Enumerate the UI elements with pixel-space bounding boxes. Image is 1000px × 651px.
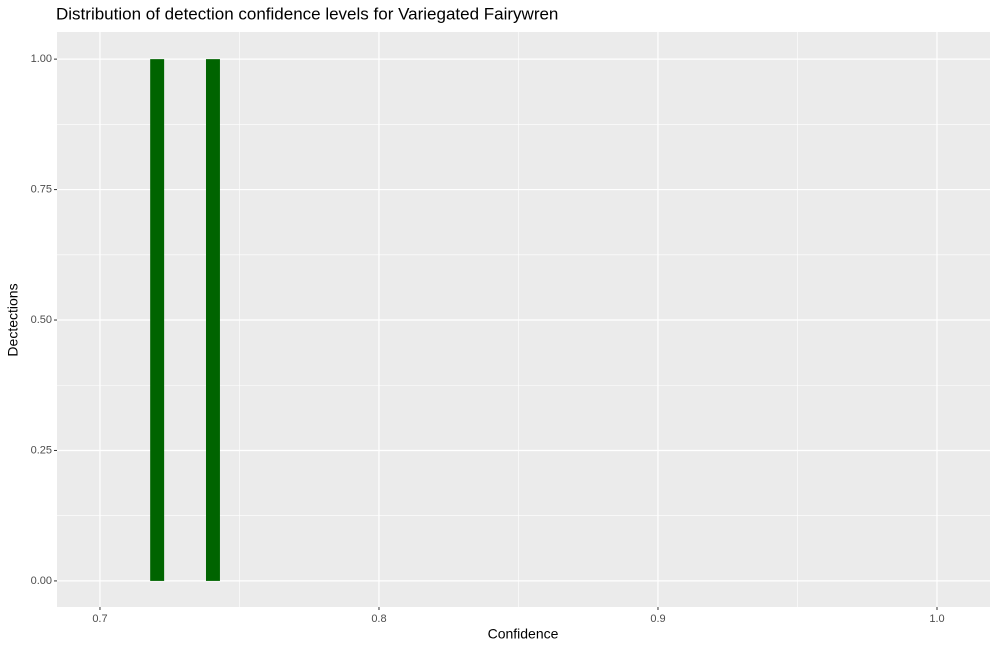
x-tick-label: 0.8	[371, 613, 386, 625]
bar	[205, 59, 220, 581]
chart-title: Distribution of detection confidence lev…	[56, 4, 558, 23]
x-tick-label: 0.7	[92, 613, 107, 625]
y-tick-label: 0.75	[31, 183, 52, 195]
x-axis-title: Confidence	[488, 626, 559, 642]
bar	[150, 59, 165, 581]
y-tick-label: 0.25	[31, 444, 52, 456]
y-tick-label: 1.00	[31, 53, 52, 65]
y-axis-title: Dectections	[5, 283, 21, 356]
x-tick-label: 1.0	[929, 613, 944, 625]
y-tick-label: 0.50	[31, 314, 52, 326]
x-tick-label: 0.9	[650, 613, 665, 625]
y-tick-label: 0.00	[31, 575, 52, 587]
